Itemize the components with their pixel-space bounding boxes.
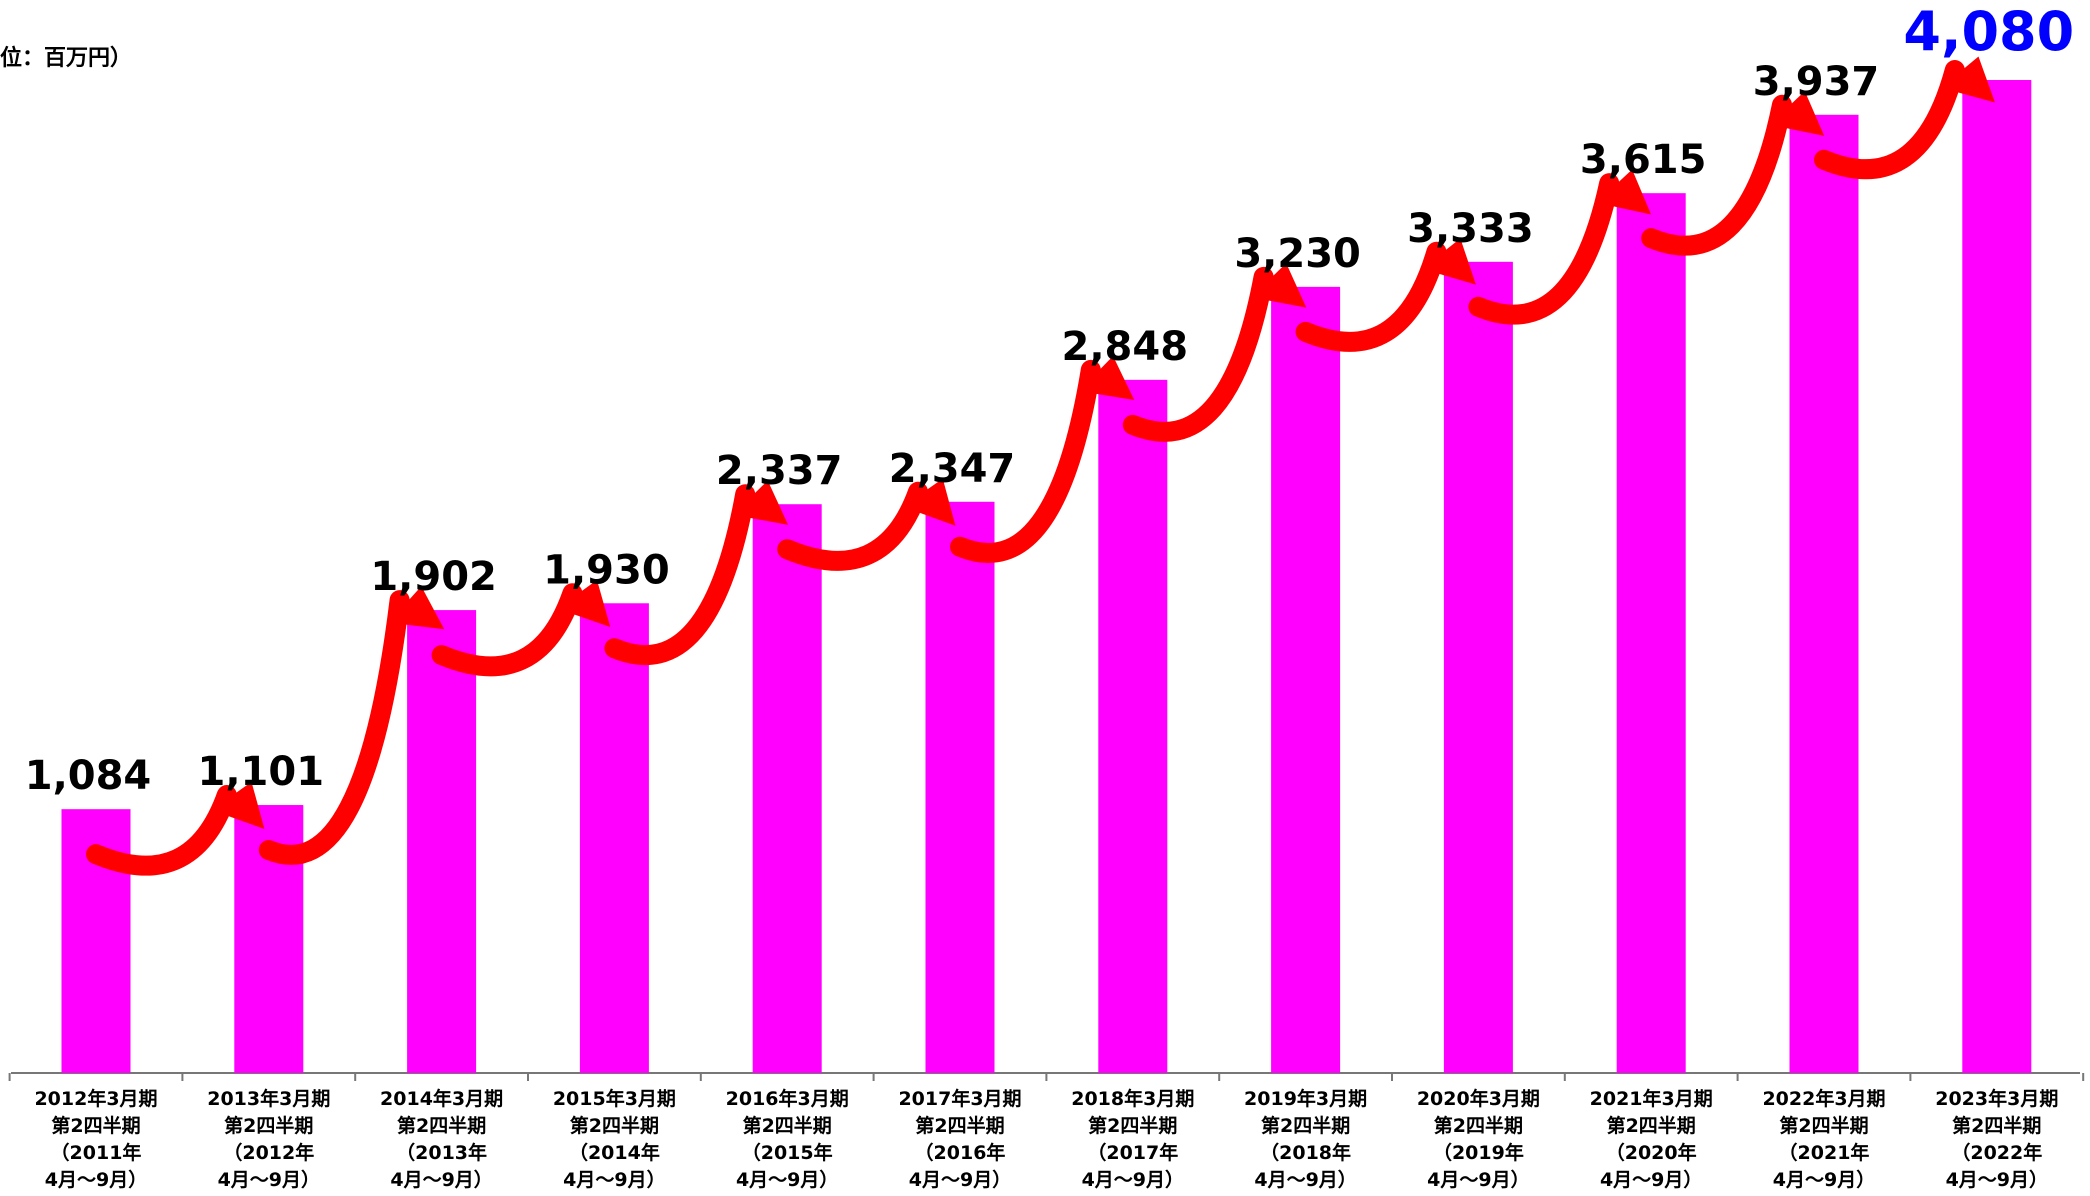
arrow-shaft	[604, 484, 756, 666]
data-label: 1,930	[543, 547, 670, 593]
arrow-head	[1596, 169, 1652, 215]
arrow-head	[732, 480, 789, 525]
bar	[579, 603, 649, 1073]
x-tick-label: 2022年3月期 第2四半期 （2021年 4月～9月）	[1762, 1088, 1886, 1191]
x-tick-label: 2015年3月期 第2四半期 （2014年 4月～9月）	[552, 1088, 676, 1191]
bar	[1616, 193, 1686, 1073]
arrow-head	[1078, 356, 1135, 401]
arrow-shaft	[1295, 241, 1447, 352]
data-label: 2,848	[1062, 324, 1189, 370]
arrow-head	[1940, 56, 1995, 103]
arrow-shaft	[1641, 94, 1792, 256]
arrow-shaft	[1468, 173, 1620, 325]
arrow-head	[1251, 263, 1307, 308]
x-tick-label: 2019年3月期 第2四半期 （2018年 4月～9月）	[1244, 1088, 1368, 1191]
arrow-head	[388, 586, 445, 630]
arrow-head	[557, 580, 611, 628]
unit-label: 位：百万円）	[0, 46, 133, 71]
arrow-shaft	[950, 359, 1101, 563]
arrow-shaft	[258, 590, 410, 865]
arrow-shaft	[86, 785, 237, 876]
bar	[925, 501, 995, 1073]
x-tick-label: 2016年3月期 第2四半期 （2015年 4月～9月）	[725, 1088, 849, 1191]
x-tick-label: 2017年3月期 第2四半期 （2016年 4月～9月）	[898, 1088, 1022, 1191]
data-label: 1,101	[198, 749, 325, 795]
data-label: 4,080	[1903, 0, 2074, 63]
arrow-shaft	[431, 583, 583, 677]
arrow-head	[1422, 238, 1476, 285]
x-tick-label: 2018年3月期 第2四半期 （2017年 4月～9月）	[1071, 1088, 1195, 1191]
arrow-shaft	[777, 481, 928, 571]
x-tick-label: 2014年3月期 第2四半期 （2013年 4月～9月）	[380, 1088, 504, 1191]
x-tick-label: 2021年3月期 第2四半期 （2020年 4月～9月）	[1589, 1088, 1713, 1191]
bar	[1789, 114, 1859, 1074]
arrow-head	[1769, 91, 1825, 136]
arrow-shaft	[1814, 60, 1965, 180]
data-label: 1,902	[370, 554, 497, 600]
data-label: 2,337	[716, 448, 843, 494]
bar	[1271, 286, 1341, 1073]
x-tick-label: 2023年3月期 第2四半期 （2022年 4月～9月）	[1935, 1088, 2059, 1191]
bar	[1098, 379, 1168, 1073]
data-label: 3,937	[1753, 59, 1880, 105]
bar	[752, 504, 822, 1073]
arrow-shaft	[1122, 266, 1274, 442]
arrow-head	[902, 478, 956, 526]
x-tick-label: 2012年3月期 第2四半期 （2011年 4月～9月）	[34, 1088, 158, 1191]
x-tick-label: 2013年3月期 第2四半期 （2012年 4月～9月）	[207, 1088, 331, 1191]
bar	[1962, 80, 2032, 1073]
data-label: 3,333	[1407, 206, 1534, 252]
data-label: 3,615	[1580, 137, 1707, 183]
arrow-head	[211, 781, 265, 829]
data-label: 3,230	[1234, 231, 1361, 277]
x-tick-label: 2020年3月期 第2四半期 （2019年 4月～9月）	[1416, 1088, 1540, 1191]
data-label: 1,084	[25, 753, 152, 799]
bar	[1443, 261, 1513, 1073]
data-label: 2,347	[889, 446, 1016, 492]
bar	[407, 610, 477, 1073]
